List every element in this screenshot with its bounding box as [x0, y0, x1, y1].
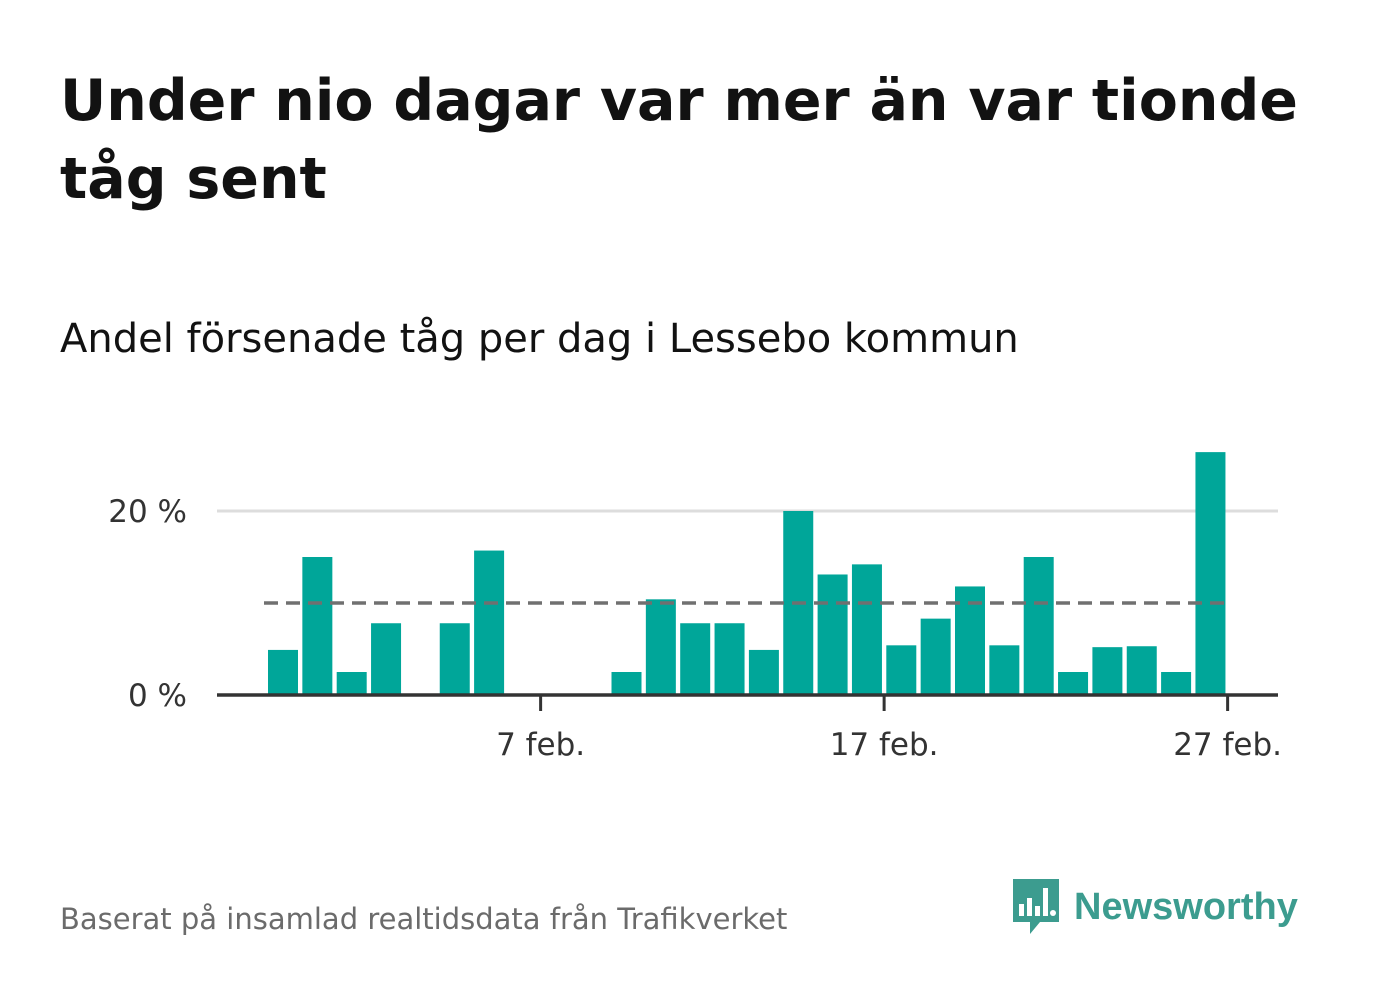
bar: [645, 599, 676, 695]
bar: [474, 550, 505, 695]
bar: [1195, 452, 1226, 695]
bar: [268, 649, 298, 695]
y-tick-label: 20 %: [108, 494, 187, 530]
bar: [1161, 672, 1192, 695]
x-tick-label: 27 feb.: [1173, 727, 1282, 763]
bar: [1058, 672, 1089, 695]
x-tick-label: 7 feb.: [496, 727, 585, 763]
bar: [714, 623, 745, 695]
bar: [748, 649, 779, 695]
chart-subtitle: Andel försenade tåg per dag i Lessebo ko…: [60, 316, 1019, 362]
chart-title: Under nio dagar var mer än var tionde tå…: [60, 68, 1298, 212]
brand-logo: Newsworthy: [1010, 876, 1298, 938]
bar: [989, 645, 1020, 695]
bar: [611, 672, 642, 695]
bar: [371, 623, 402, 695]
bar: [336, 672, 367, 695]
bar: [1023, 557, 1054, 695]
bar: [817, 574, 848, 695]
y-tick-label: 0 %: [128, 678, 187, 714]
bar: [851, 564, 882, 695]
bar: [1126, 646, 1157, 695]
bar: [680, 623, 711, 695]
bar: [439, 623, 470, 695]
brand-name: Newsworthy: [1074, 885, 1298, 928]
source-note: Baserat på insamlad realtidsdata från Tr…: [60, 902, 788, 936]
bar: [1092, 647, 1123, 695]
bar: [886, 645, 917, 695]
bar: [302, 557, 333, 695]
bar: [920, 618, 951, 695]
x-tick-label: 17 feb.: [830, 727, 939, 763]
newsworthy-logo-icon: [1013, 879, 1059, 934]
